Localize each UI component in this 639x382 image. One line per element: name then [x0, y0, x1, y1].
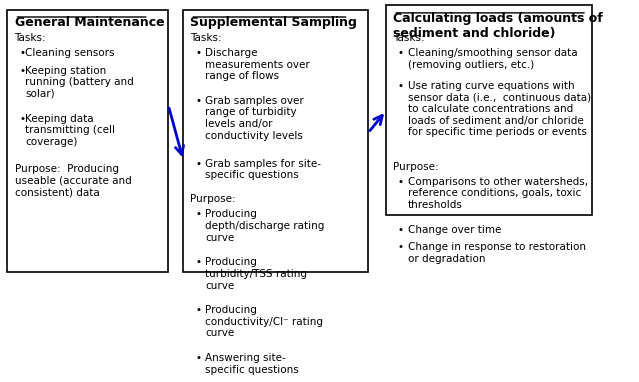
Text: Change in response to restoration
or degradation: Change in response to restoration or deg…	[408, 242, 586, 264]
Text: Change over time: Change over time	[408, 225, 502, 235]
Text: Keeping data
transmitting (cell
coverage): Keeping data transmitting (cell coverage…	[26, 113, 115, 147]
Text: Discharge
measurements over
range of flows: Discharge measurements over range of flo…	[205, 48, 310, 81]
Text: •: •	[195, 48, 201, 58]
Text: •: •	[195, 305, 201, 315]
Text: Keeping station
running (battery and
solar): Keeping station running (battery and sol…	[26, 66, 134, 99]
Text: •: •	[19, 113, 26, 124]
Text: •: •	[398, 48, 404, 58]
Text: •: •	[398, 176, 404, 187]
FancyBboxPatch shape	[8, 10, 168, 272]
Text: Producing
conductivity/Cl⁻ rating
curve: Producing conductivity/Cl⁻ rating curve	[205, 305, 323, 338]
Text: •: •	[398, 242, 404, 253]
Text: Tasks:: Tasks:	[190, 33, 222, 43]
Text: Calculating loads (amounts of
sediment and chloride): Calculating loads (amounts of sediment a…	[393, 12, 603, 40]
Text: •: •	[195, 96, 201, 106]
Text: Grab samples for site-
specific questions: Grab samples for site- specific question…	[205, 159, 321, 180]
Text: Supplemental Sampling: Supplemental Sampling	[190, 16, 357, 29]
Text: Purpose:: Purpose:	[190, 194, 236, 204]
FancyBboxPatch shape	[183, 10, 368, 272]
FancyBboxPatch shape	[386, 5, 592, 215]
Text: Use rating curve equations with
sensor data (i.e.,  continuous data)
to calculat: Use rating curve equations with sensor d…	[408, 81, 591, 137]
Text: Grab samples over
range of turbidity
levels and/or
conductivity levels: Grab samples over range of turbidity lev…	[205, 96, 304, 141]
Text: •: •	[195, 353, 201, 363]
Text: •: •	[195, 257, 201, 267]
Text: •: •	[398, 81, 404, 91]
Text: Cleaning/smoothing sensor data
(removing outliers, etc.): Cleaning/smoothing sensor data (removing…	[408, 48, 578, 70]
Text: Producing
depth/discharge rating
curve: Producing depth/discharge rating curve	[205, 209, 325, 243]
Text: Comparisons to other watersheds,
reference conditions, goals, toxic
thresholds: Comparisons to other watersheds, referen…	[408, 176, 589, 210]
Text: Cleaning sensors: Cleaning sensors	[26, 48, 115, 58]
Text: •: •	[19, 48, 26, 58]
Text: •: •	[195, 159, 201, 169]
Text: Purpose:  Producing
useable (accurate and
consistent) data: Purpose: Producing useable (accurate and…	[15, 164, 131, 197]
Text: Answering site-
specific questions: Answering site- specific questions	[205, 353, 299, 375]
Text: •: •	[195, 209, 201, 220]
Text: Tasks:: Tasks:	[15, 33, 46, 43]
Text: General Maintenance: General Maintenance	[15, 16, 164, 29]
Text: Tasks:: Tasks:	[393, 33, 425, 43]
Text: Purpose:: Purpose:	[393, 162, 439, 172]
Text: •: •	[19, 66, 26, 76]
Text: Producing
turbidity/TSS rating
curve: Producing turbidity/TSS rating curve	[205, 257, 307, 291]
Text: •: •	[398, 225, 404, 235]
